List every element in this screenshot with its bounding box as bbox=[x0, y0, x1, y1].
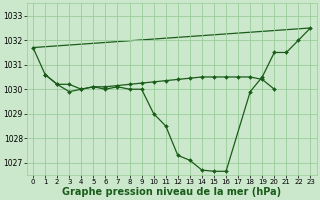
X-axis label: Graphe pression niveau de la mer (hPa): Graphe pression niveau de la mer (hPa) bbox=[62, 187, 281, 197]
